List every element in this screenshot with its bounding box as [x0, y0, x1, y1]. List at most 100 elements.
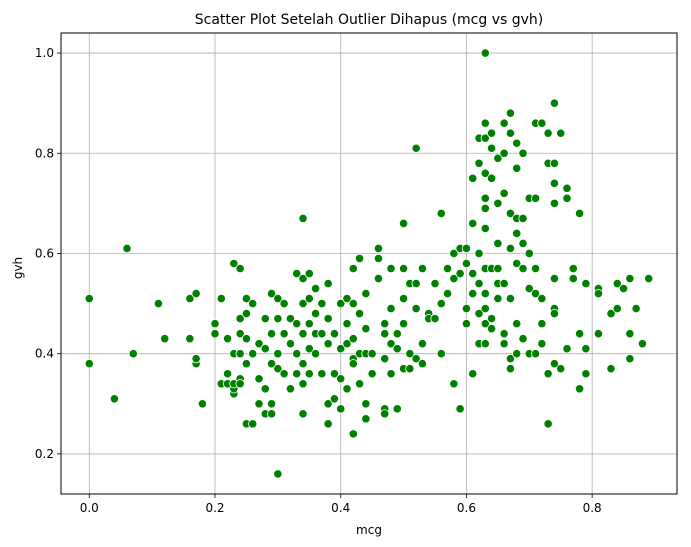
data-point	[241, 293, 252, 304]
y-axis: 0.2 0.4 0.6 0.8 1.0	[35, 46, 61, 461]
data-point	[549, 359, 560, 369]
data-point	[329, 369, 340, 379]
data-point	[480, 303, 490, 314]
data-point	[336, 344, 346, 354]
data-point	[292, 319, 302, 329]
data-point	[568, 263, 578, 274]
data-point	[292, 369, 302, 379]
data-point	[260, 344, 270, 354]
data-point	[380, 354, 390, 364]
data-point	[480, 118, 490, 128]
data-point	[474, 158, 484, 168]
data-point	[386, 339, 396, 349]
data-point	[222, 369, 233, 379]
data-point	[248, 298, 258, 309]
data-point	[455, 268, 465, 279]
data-point	[254, 339, 264, 349]
data-point	[367, 349, 377, 359]
data-point	[292, 349, 302, 359]
data-point	[543, 369, 553, 379]
data-point	[348, 429, 358, 439]
data-point	[593, 288, 604, 299]
data-point	[298, 329, 308, 339]
data-point	[505, 208, 516, 218]
data-point	[373, 253, 384, 264]
data-point	[562, 193, 572, 203]
data-point	[593, 329, 604, 339]
data-point	[285, 314, 296, 324]
data-point	[229, 258, 239, 269]
data-point	[512, 349, 522, 359]
data-point	[461, 258, 472, 269]
data-point	[530, 193, 541, 203]
data-point	[468, 369, 478, 379]
data-point	[323, 314, 333, 324]
data-point	[354, 309, 365, 319]
data-point	[260, 384, 270, 394]
data-point	[241, 359, 252, 369]
data-point	[273, 349, 283, 359]
data-point	[499, 339, 509, 349]
data-point	[530, 263, 541, 274]
data-point	[486, 314, 497, 324]
data-point	[122, 243, 132, 254]
data-point	[235, 379, 245, 389]
data-point	[348, 263, 358, 274]
data-point	[512, 258, 522, 269]
data-point	[574, 384, 585, 394]
data-point	[512, 138, 522, 148]
data-point	[486, 128, 497, 138]
data-point	[461, 319, 472, 329]
data-point	[260, 314, 270, 324]
data-point	[405, 349, 415, 359]
data-point	[499, 118, 509, 128]
y-tick-label: 0.8	[35, 146, 54, 160]
data-point	[348, 298, 358, 309]
data-point	[304, 344, 314, 354]
data-point	[442, 263, 453, 274]
data-point	[285, 384, 296, 394]
data-point	[210, 319, 220, 329]
data-point	[505, 364, 516, 374]
data-point	[304, 268, 314, 279]
data-point	[109, 394, 120, 404]
x-tick-label: 0.8	[583, 501, 602, 515]
data-point	[486, 173, 497, 183]
data-point	[461, 303, 472, 314]
data-point	[612, 278, 622, 289]
data-point	[342, 339, 352, 349]
data-point	[430, 278, 440, 289]
data-point	[543, 128, 553, 138]
data-point	[392, 329, 402, 339]
data-points	[84, 48, 654, 479]
data-point	[354, 379, 365, 389]
data-point	[499, 148, 509, 158]
data-point	[480, 133, 490, 143]
data-point	[304, 293, 314, 304]
data-point	[493, 263, 503, 274]
data-point	[644, 273, 654, 284]
data-point	[505, 293, 516, 304]
data-point	[505, 108, 516, 118]
data-point	[474, 278, 484, 289]
data-point	[266, 359, 277, 369]
data-point	[486, 143, 497, 153]
data-point	[574, 329, 585, 339]
data-point	[266, 399, 277, 409]
data-point	[549, 273, 560, 284]
data-point	[317, 298, 327, 309]
data-point	[84, 293, 94, 304]
data-point	[581, 344, 591, 354]
data-point	[273, 469, 283, 479]
data-point	[524, 248, 534, 259]
data-point	[153, 298, 164, 309]
data-point	[323, 278, 333, 289]
data-point	[279, 329, 289, 339]
data-point	[442, 288, 453, 299]
data-point	[449, 248, 459, 259]
data-point	[549, 178, 560, 188]
data-point	[493, 238, 503, 249]
data-point	[562, 183, 572, 193]
data-point	[493, 293, 503, 304]
